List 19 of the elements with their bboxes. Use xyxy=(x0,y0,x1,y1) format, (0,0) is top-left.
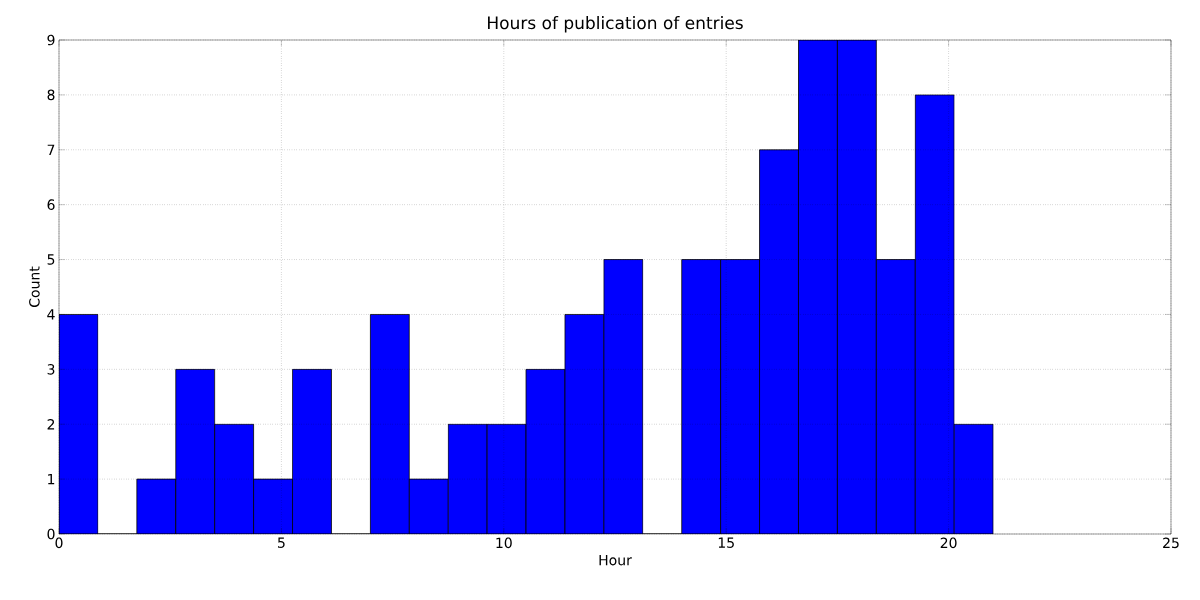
x-tick-label: 5 xyxy=(278,537,285,548)
y-tick-label: 7 xyxy=(47,144,55,155)
x-tick-label: 10 xyxy=(496,537,512,549)
y-tick-label: 8 xyxy=(47,89,55,101)
x-tick-label: 25 xyxy=(1163,537,1179,549)
x-axis-title: Hour xyxy=(599,554,632,566)
y-tick-label: 1 xyxy=(48,474,55,485)
x-tick-label: 0 xyxy=(55,537,63,549)
y-tick-label: 6 xyxy=(47,199,55,210)
y-axis-title: Count xyxy=(29,266,40,308)
y-tick-label: 3 xyxy=(47,364,55,375)
y-tick-label: 5 xyxy=(47,254,55,265)
y-tick-label: 0 xyxy=(47,528,55,540)
x-tick-label: 20 xyxy=(940,537,957,549)
y-tick-label: 2 xyxy=(47,419,55,430)
y-tick-label: 9 xyxy=(47,34,55,46)
chart-title: Hours of publication of entries xyxy=(488,16,743,33)
x-tick-label: 15 xyxy=(718,537,734,548)
y-tick-label: 4 xyxy=(47,309,55,320)
